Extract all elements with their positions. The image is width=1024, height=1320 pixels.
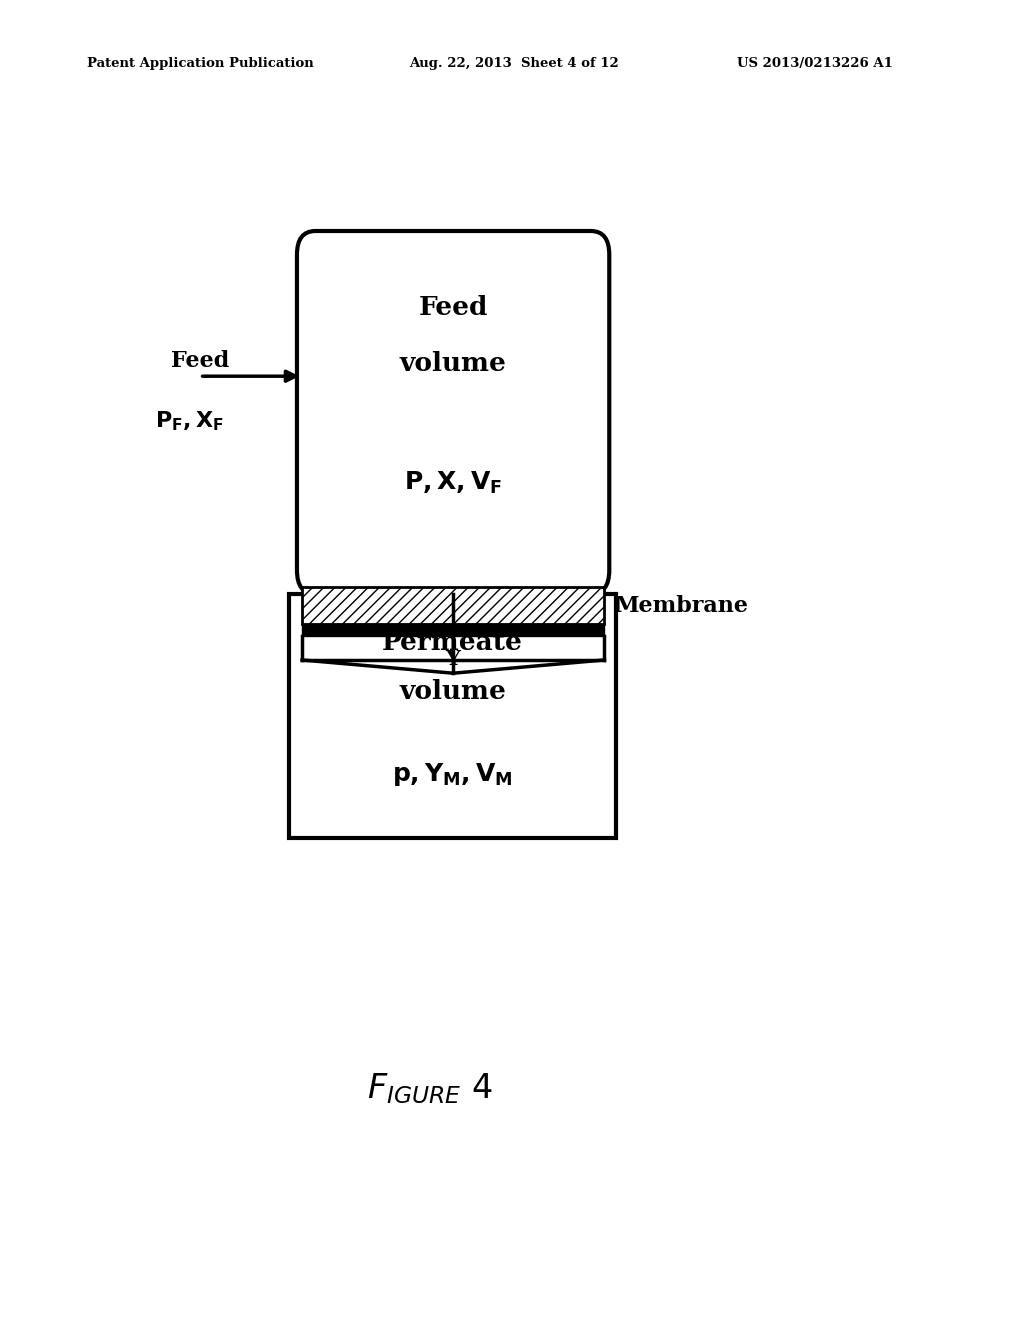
- Bar: [289, 594, 616, 838]
- Bar: [302, 587, 604, 624]
- Text: Y: Y: [445, 649, 461, 669]
- Text: Feed: Feed: [171, 350, 228, 372]
- FancyBboxPatch shape: [297, 231, 609, 594]
- Bar: [302, 587, 604, 624]
- Text: $\mathbf{p,Y_M,V_M}$: $\mathbf{p,Y_M,V_M}$: [392, 762, 513, 788]
- Text: US 2013/0213226 A1: US 2013/0213226 A1: [737, 57, 893, 70]
- Text: Feed: Feed: [419, 296, 487, 319]
- Text: $\mathbf{P_F,X_F}$: $\mathbf{P_F,X_F}$: [155, 409, 224, 433]
- Text: volume: volume: [399, 680, 506, 704]
- Bar: [302, 624, 604, 636]
- Text: volume: volume: [399, 351, 507, 376]
- Text: $\mathbf{P,X,V_F}$: $\mathbf{P,X,V_F}$: [403, 470, 503, 495]
- Text: $\mathit{F_{IGURE}\ 4}$: $\mathit{F_{IGURE}\ 4}$: [368, 1072, 493, 1106]
- Text: Membrane: Membrane: [614, 595, 749, 616]
- Text: Patent Application Publication: Patent Application Publication: [87, 57, 313, 70]
- Text: Permeate: Permeate: [382, 631, 523, 655]
- Text: Aug. 22, 2013  Sheet 4 of 12: Aug. 22, 2013 Sheet 4 of 12: [410, 57, 620, 70]
